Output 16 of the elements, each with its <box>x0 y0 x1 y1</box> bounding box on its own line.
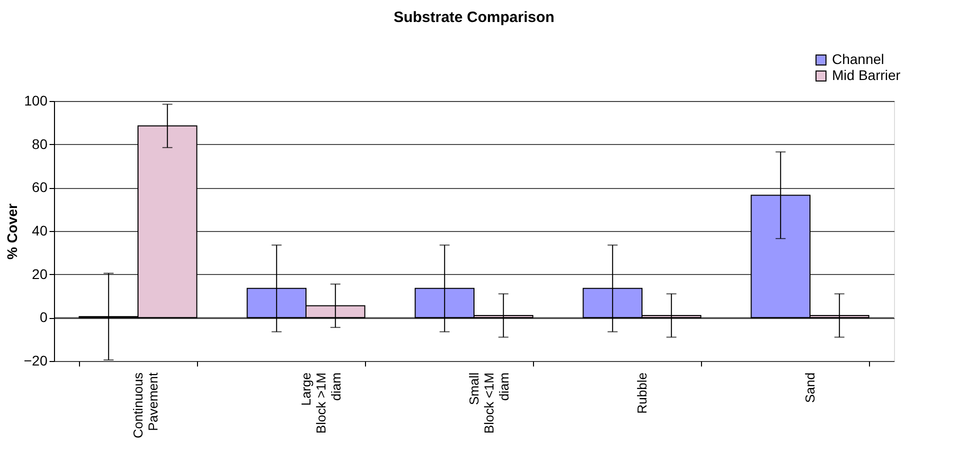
y-axis-title: % Cover <box>4 202 20 260</box>
x-tick-label: Continuous Pavement <box>130 372 160 438</box>
legend-label: Channel <box>832 51 884 67</box>
legend-label: Mid Barrier <box>832 67 901 83</box>
x-tick-label: Large Block >1M diam <box>298 372 344 434</box>
y-tick-label: 60 <box>32 179 48 196</box>
x-tick-label: Rubble <box>634 372 650 414</box>
y-tick-label: −20 <box>24 352 48 368</box>
y-tick-label: 40 <box>32 222 48 238</box>
x-tick-label: Small Block <1M diam <box>466 372 512 434</box>
x-tick-label: Sand <box>802 372 818 403</box>
y-tick-label: 20 <box>32 266 48 282</box>
y-tick-label: 80 <box>32 136 48 152</box>
chart-title: Substrate Comparison <box>394 9 554 26</box>
y-tick-label: 100 <box>24 92 48 108</box>
y-tick-label: 0 <box>40 309 48 326</box>
